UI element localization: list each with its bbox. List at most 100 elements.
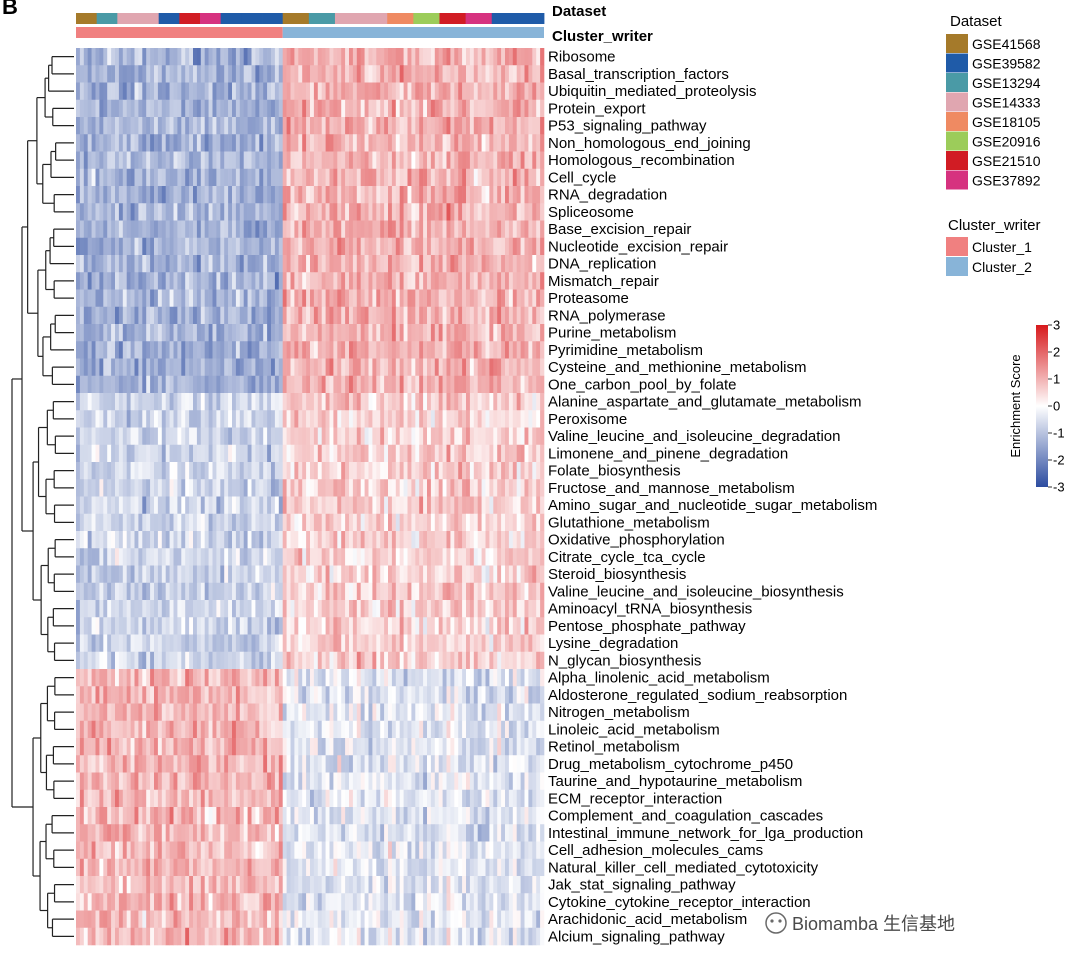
heatmap-cell [430, 496, 436, 515]
heatmap-cell [130, 548, 135, 566]
heatmap-cell [91, 600, 96, 618]
heatmap-cell [399, 582, 404, 601]
heatmap-cell [99, 686, 104, 704]
heatmap-cell [79, 48, 85, 66]
heatmap-cell [200, 548, 205, 566]
heatmap-cell [200, 720, 205, 739]
heatmap-cell [516, 669, 521, 687]
heatmap-cell [161, 237, 166, 256]
dataset-track-segment [439, 13, 467, 24]
heatmap-cell [115, 48, 120, 66]
heatmap-cell [481, 703, 486, 722]
heatmap-cell [376, 462, 381, 480]
heatmap-cell [528, 341, 533, 359]
heatmap-cell [134, 669, 139, 687]
heatmap-cell [360, 168, 365, 187]
heatmap-cell [290, 151, 295, 170]
heatmap-cell [259, 686, 264, 704]
heatmap-cell [220, 720, 225, 739]
heatmap-cell [302, 669, 307, 687]
heatmap-cell [103, 410, 108, 428]
heatmap-cell [271, 99, 276, 118]
heatmap-cell [462, 186, 467, 204]
heatmap-cell [317, 703, 322, 722]
heatmap-cell [352, 375, 358, 394]
heatmap-cell [512, 117, 517, 135]
heatmap-cell [76, 375, 81, 394]
heatmap-cell [220, 82, 225, 101]
heatmap-cell [442, 151, 447, 170]
heatmap-cell [134, 634, 139, 653]
heatmap-cell [83, 82, 88, 101]
heatmap-cell [395, 444, 400, 463]
heatmap-cell [458, 634, 463, 653]
heatmap-cell [278, 203, 283, 221]
heatmap-cell [489, 462, 494, 480]
heatmap-cell [505, 479, 510, 497]
dataset-track-segment [413, 13, 440, 24]
heatmap-cell [76, 151, 81, 170]
heatmap-cell [294, 427, 299, 446]
heatmap-cell [349, 220, 354, 239]
heatmap-cell [317, 651, 322, 670]
heatmap-cell [407, 289, 412, 308]
heatmap-cell [407, 168, 412, 187]
heatmap-cell [501, 375, 506, 394]
heatmap-cell [442, 548, 447, 566]
heatmap-cell [99, 600, 104, 618]
heatmap-cell [501, 531, 506, 549]
heatmap-cell [216, 720, 221, 739]
heatmap-cell [356, 393, 361, 411]
heatmap-cell [466, 237, 471, 256]
heatmap-cell [462, 134, 467, 152]
heatmap-cell [458, 220, 463, 239]
heatmap-cell [91, 651, 96, 670]
heatmap-cell [200, 565, 205, 584]
heatmap-cell [536, 358, 541, 377]
heatmap-cell [469, 720, 475, 739]
heatmap-cell [189, 720, 194, 739]
heatmap-cell [532, 582, 537, 601]
heatmap-cell [181, 220, 186, 239]
heatmap-cell [208, 410, 213, 428]
heatmap-cell [154, 134, 159, 152]
heatmap-cell [321, 548, 326, 566]
heatmap-cell [87, 237, 92, 256]
heatmap-cell [235, 686, 241, 704]
heatmap-cell [142, 600, 147, 618]
heatmap-cell [235, 203, 241, 221]
heatmap-cell [407, 48, 412, 66]
heatmap-cell [438, 48, 443, 66]
heatmap-cell [157, 99, 163, 118]
heatmap-cell [271, 289, 276, 308]
heatmap-cell [423, 186, 428, 204]
heatmap-cell [146, 220, 151, 239]
heatmap-cell [415, 703, 420, 722]
heatmap-cell [193, 462, 198, 480]
heatmap-cell [235, 496, 241, 515]
heatmap-cell [161, 565, 166, 584]
heatmap-cell [341, 186, 346, 204]
heatmap-cell [310, 289, 315, 308]
heatmap-cell [200, 410, 205, 428]
heatmap-cell [271, 203, 276, 221]
heatmap-cell [524, 186, 529, 204]
heatmap-cell [536, 651, 541, 670]
heatmap-cell [157, 617, 163, 635]
heatmap-cell [384, 410, 389, 428]
heatmap-cell [138, 220, 143, 239]
heatmap-cell [294, 651, 299, 670]
heatmap-cell [493, 82, 498, 101]
heatmap-cell [364, 479, 369, 497]
heatmap-cell [278, 548, 283, 566]
heatmap-cell [337, 99, 342, 118]
heatmap-cell [352, 617, 358, 635]
heatmap-cell [107, 427, 112, 446]
heatmap-cell [352, 82, 358, 101]
heatmap-cell [224, 324, 229, 342]
heatmap-cell [329, 65, 334, 83]
heatmap-cell [423, 237, 428, 256]
heatmap-cell [376, 651, 381, 670]
heatmap-cell [477, 686, 482, 704]
heatmap-cell [146, 272, 151, 290]
